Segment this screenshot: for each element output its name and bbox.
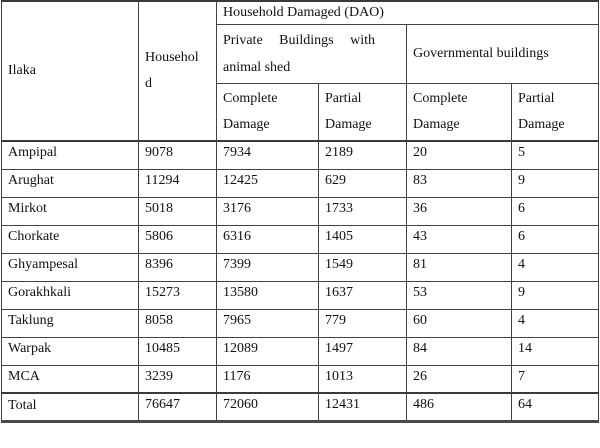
cell-household: 10485 bbox=[138, 336, 217, 366]
cell-private-partial: 2189 bbox=[318, 140, 407, 170]
cell-gov-partial: 4 bbox=[510, 252, 600, 282]
header-private-partial: Partial Damage bbox=[318, 83, 407, 142]
header-private-line2: animal shed bbox=[223, 60, 291, 75]
header-private-line1: Private Buildings with bbox=[223, 33, 375, 48]
cell-private-partial: 629 bbox=[318, 168, 407, 198]
table-row-arughat: Arughat 11294 12425 629 83 9 bbox=[1, 168, 600, 198]
cell-private-complete: 12089 bbox=[216, 336, 319, 366]
cell-private-complete: 7965 bbox=[216, 308, 319, 338]
header-row-damage-types: Complete Damage Partial Damage Complete … bbox=[2, 83, 600, 142]
cell-total-label: Total bbox=[1, 392, 139, 422]
cell-household: 8396 bbox=[138, 252, 217, 282]
cell-gov-complete: 84 bbox=[406, 336, 512, 366]
cell-gov-complete: 81 bbox=[406, 252, 512, 282]
cell-gov-partial: 9 bbox=[510, 168, 600, 198]
cell-gov-partial: 7 bbox=[510, 364, 600, 394]
header-gov-complete: Complete Damage bbox=[406, 83, 512, 142]
cell-private-partial: 1405 bbox=[318, 224, 407, 254]
cell-household: 9078 bbox=[138, 140, 217, 170]
cell-gov-complete: 43 bbox=[406, 224, 512, 254]
cell-ilaka: Mirkot bbox=[1, 196, 139, 226]
cell-private-complete: 12425 bbox=[216, 168, 319, 198]
cell-household: 5806 bbox=[138, 224, 217, 254]
header-private-complete: Complete Damage bbox=[216, 83, 319, 142]
header-household-line1: Househol bbox=[145, 50, 199, 65]
cell-gov-partial: 4 bbox=[510, 308, 600, 338]
cell-gov-complete: 53 bbox=[406, 280, 512, 310]
cell-total-private-partial: 12431 bbox=[318, 392, 407, 422]
cell-private-complete: 7934 bbox=[216, 140, 319, 170]
cell-total-gov-partial: 64 bbox=[510, 392, 600, 422]
cell-total-household: 76647 bbox=[138, 392, 217, 422]
cell-ilaka: Arughat bbox=[1, 168, 139, 198]
cell-gov-partial: 6 bbox=[510, 196, 600, 226]
cell-private-complete: 3176 bbox=[216, 196, 319, 226]
table-row-taklung: Taklung 8058 7965 779 60 4 bbox=[1, 308, 600, 338]
cell-total-private-complete: 72060 bbox=[216, 392, 319, 422]
cell-gov-complete: 36 bbox=[406, 196, 512, 226]
cell-ilaka: Warpak bbox=[1, 336, 139, 366]
cell-household: 15273 bbox=[138, 280, 217, 310]
cell-private-complete: 1176 bbox=[216, 364, 319, 394]
cell-household: 5018 bbox=[138, 196, 217, 226]
cell-ilaka: Ampipal bbox=[1, 140, 139, 170]
cell-gov-complete: 26 bbox=[406, 364, 512, 394]
cell-private-partial: 1637 bbox=[318, 280, 407, 310]
cell-private-complete: 13580 bbox=[216, 280, 319, 310]
table-row-chorkate: Chorkate 5806 6316 1405 43 6 bbox=[1, 224, 600, 254]
header-row-group: Ilaka Househol d Household Damaged (DAO) bbox=[1, 0, 600, 142]
cell-private-complete: 6316 bbox=[216, 224, 319, 254]
header-ilaka: Ilaka bbox=[1, 0, 139, 142]
header-household-line2: d bbox=[145, 76, 152, 91]
table-row-total: Total 76647 72060 12431 486 64 bbox=[1, 392, 600, 422]
cell-household: 8058 bbox=[138, 308, 217, 338]
cell-private-partial: 779 bbox=[318, 308, 407, 338]
table-row-mca: MCA 3239 1176 1013 26 7 bbox=[1, 364, 600, 394]
cell-private-partial: 1549 bbox=[318, 252, 407, 282]
table-row-mirkot: Mirkot 5018 3176 1733 36 6 bbox=[1, 196, 600, 226]
cell-ilaka: Ghyampesal bbox=[1, 252, 139, 282]
cell-household: 3239 bbox=[138, 364, 217, 394]
header-gov-partial: Partial Damage bbox=[510, 83, 600, 142]
cell-total-gov-complete: 486 bbox=[406, 392, 512, 422]
header-row-subgroup: Private Buildings with animal shed Gover… bbox=[2, 24, 600, 84]
header-household: Househol d bbox=[138, 0, 217, 142]
cell-gov-partial: 5 bbox=[510, 140, 600, 170]
cell-gov-partial: 9 bbox=[510, 280, 600, 310]
header-private-buildings: Private Buildings with animal shed bbox=[216, 24, 407, 84]
cell-ilaka: MCA bbox=[1, 364, 139, 394]
cell-ilaka: Taklung bbox=[1, 308, 139, 338]
cell-gov-partial: 14 bbox=[510, 336, 600, 366]
cell-private-partial: 1497 bbox=[318, 336, 407, 366]
table-row-gorakhkali: Gorakhkali 15273 13580 1637 53 9 bbox=[1, 280, 600, 310]
cell-ilaka: Gorakhkali bbox=[1, 280, 139, 310]
table-row-warpak: Warpak 10485 12089 1497 84 14 bbox=[1, 336, 600, 366]
cell-private-partial: 1013 bbox=[318, 364, 407, 394]
table-row-ampipal: Ampipal 9078 7934 2189 20 5 bbox=[1, 140, 600, 170]
cell-private-partial: 1733 bbox=[318, 196, 407, 226]
cell-gov-partial: 6 bbox=[510, 224, 600, 254]
cell-private-complete: 7399 bbox=[216, 252, 319, 282]
cell-household: 11294 bbox=[138, 168, 217, 198]
header-governmental-buildings: Governmental buildings bbox=[405, 24, 600, 84]
cell-gov-complete: 83 bbox=[406, 168, 512, 198]
header-group-dao: Household Damaged (DAO) bbox=[215, 0, 600, 25]
household-damage-table: Ilaka Househol d Household Damaged (DAO)… bbox=[1, 0, 600, 423]
cell-gov-complete: 60 bbox=[406, 308, 512, 338]
cell-gov-complete: 20 bbox=[406, 140, 512, 170]
cell-ilaka: Chorkate bbox=[1, 224, 139, 254]
table-row-ghyampesal: Ghyampesal 8396 7399 1549 81 4 bbox=[1, 252, 600, 282]
